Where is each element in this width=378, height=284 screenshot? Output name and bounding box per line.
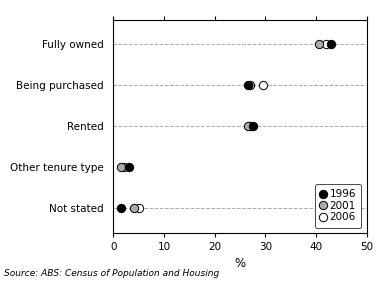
Legend: 1996, 2001, 2006: 1996, 2001, 2006 (315, 184, 361, 228)
Text: Source: ABS: Census of Population and Housing: Source: ABS: Census of Population and Ho… (4, 269, 219, 278)
X-axis label: %: % (234, 258, 246, 270)
